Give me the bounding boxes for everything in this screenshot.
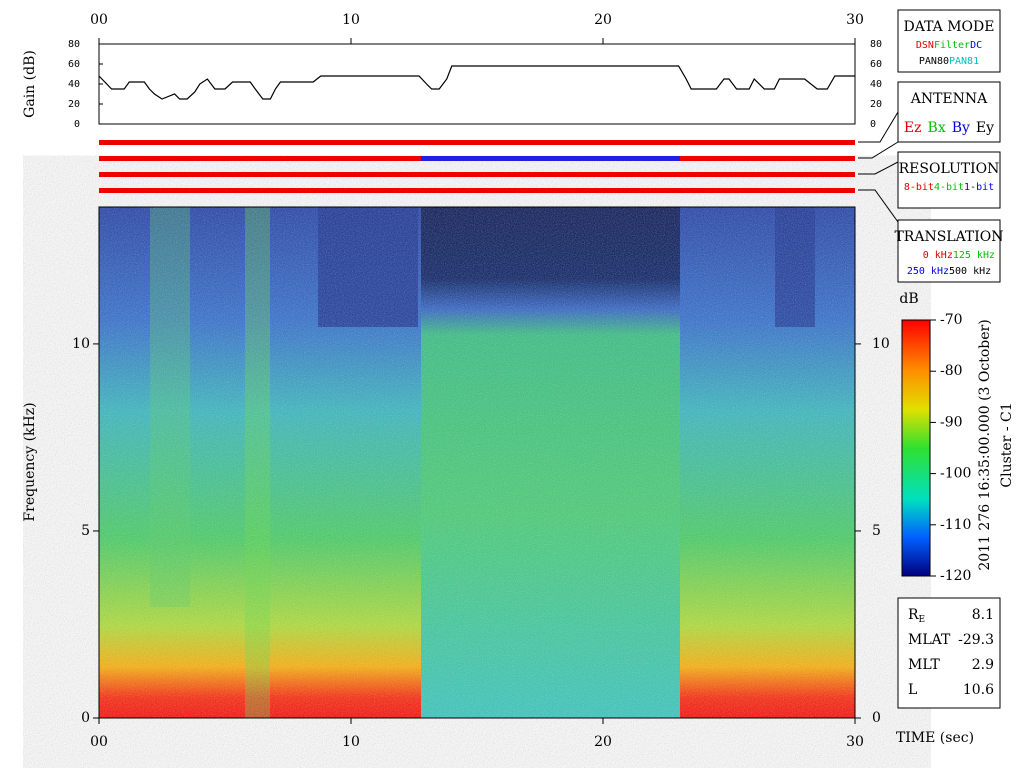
- orbit-value: 2.9: [972, 657, 994, 673]
- legend-item: Bx: [928, 120, 946, 136]
- colorbar-tick-label: -120: [940, 568, 971, 584]
- colorbar-tick-label: -110: [940, 517, 971, 533]
- y-tick-label-right: 0: [872, 710, 881, 726]
- orbit-label-text: L: [908, 682, 917, 698]
- x-tick-label: 10: [342, 734, 360, 750]
- legend-item: DC: [970, 40, 982, 51]
- x-tick-label: 00: [90, 12, 108, 28]
- legend-item: Ez: [904, 120, 922, 136]
- legend-item: 0 kHz: [923, 250, 953, 261]
- legend-title: ANTENNA: [910, 91, 988, 107]
- legend-row: PAN80PAN81: [919, 56, 979, 67]
- legend-row: 8-bit4-bit1-bit: [904, 182, 994, 193]
- colorbar: [901, 319, 931, 577]
- colorbar-tick-label: -80: [940, 363, 963, 379]
- legend-item: 250 kHz: [907, 266, 949, 277]
- orbit-label: L: [908, 682, 917, 698]
- legend-title: TRANSLATION: [894, 229, 1003, 245]
- legend-item: Ey: [976, 120, 994, 136]
- colorbar-title: dB: [899, 291, 918, 307]
- y-tick-label: 20: [68, 99, 80, 110]
- legend-item: 125 kHz: [953, 250, 995, 261]
- y-tick-label-right: 20: [870, 99, 882, 110]
- y-tick-label-right: 10: [872, 336, 890, 352]
- y-tick-label: 5: [81, 523, 90, 539]
- y-tick-label-right: 80: [870, 39, 882, 50]
- y-tick-label: 0: [74, 119, 80, 130]
- orbit-label: RE: [908, 607, 925, 625]
- legend-item: PAN80: [919, 56, 949, 67]
- colorbar-tick-label: -90: [940, 414, 963, 430]
- colorbar-tick-label: -100: [940, 466, 971, 482]
- gain-axis-label: Gain (dB): [22, 50, 38, 118]
- orbit-label-text: MLT: [908, 657, 940, 673]
- legend-item: PAN81: [949, 56, 979, 67]
- x-tick-label: 30: [846, 734, 864, 750]
- orbit-box: [897, 597, 1001, 709]
- orbit-value: -29.3: [958, 632, 994, 648]
- legend-box: [897, 219, 1001, 283]
- orbit-label-text: R: [908, 607, 919, 623]
- timestamp: 2011 276 16:35:00.000 (3 October): [977, 319, 993, 570]
- legend-item: By: [952, 120, 970, 136]
- x-tick-label: 20: [594, 12, 612, 28]
- frequency-axis-label: Frequency (kHz): [22, 402, 38, 521]
- legend-row: Ez Bx By Ey: [904, 120, 994, 136]
- y-tick-label: 40: [68, 79, 80, 90]
- x-tick-label: 00: [90, 734, 108, 750]
- orbit-label-text: MLAT: [908, 632, 951, 648]
- x-tick-label: 30: [846, 12, 864, 28]
- status-bars: [99, 111, 899, 223]
- legend-item: 8-bit: [904, 182, 934, 193]
- legend-item: DSN: [916, 40, 934, 51]
- legend-box: [897, 151, 1001, 209]
- gain-line: [98, 65, 855, 100]
- x-tick-label: 10: [342, 12, 360, 28]
- y-tick-label: 10: [72, 336, 90, 352]
- colorbar-tick-label: -70: [940, 312, 963, 328]
- y-tick-label-right: 60: [870, 59, 882, 70]
- x-tick-label: 20: [594, 734, 612, 750]
- legend-item: Filter: [934, 40, 970, 51]
- orbit-value: 10.6: [963, 682, 994, 698]
- orbit-label-sub: E: [919, 615, 926, 625]
- orbit-value: 8.1: [972, 607, 994, 623]
- legend-row: DSNFilterDC: [916, 40, 982, 51]
- time-axis-label: TIME (sec): [896, 730, 974, 746]
- orbit-label: MLT: [908, 657, 940, 673]
- legend-box: [897, 9, 1001, 73]
- orbit-label: MLAT: [908, 632, 951, 648]
- y-tick-label: 80: [68, 39, 80, 50]
- y-tick-label: 60: [68, 59, 80, 70]
- legend-item: 1-bit: [964, 182, 994, 193]
- legend-box: [897, 81, 1001, 143]
- legend-title: DATA MODE: [904, 19, 995, 35]
- y-tick-label-right: 5: [872, 523, 881, 539]
- y-tick-label-right: 40: [870, 79, 882, 90]
- legend-item: 500 kHz: [949, 266, 991, 277]
- legend-title: RESOLUTION: [899, 161, 1000, 177]
- y-tick-label-right: 0: [870, 119, 876, 130]
- y-tick-label: 0: [81, 710, 90, 726]
- legend-item: 4-bit: [934, 182, 964, 193]
- spectrogram: [99, 207, 855, 718]
- legend-row: 0 kHz125 kHz: [923, 250, 995, 261]
- legend-row: 250 kHz500 kHz: [907, 266, 991, 277]
- spacecraft: Cluster - C1: [999, 402, 1015, 487]
